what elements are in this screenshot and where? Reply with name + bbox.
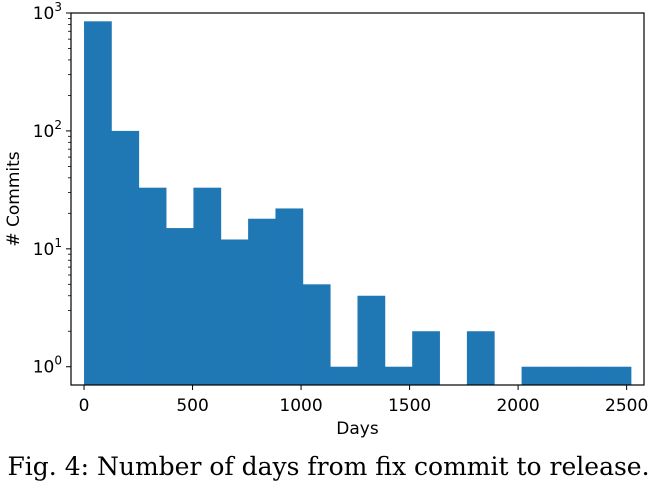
- y-axis-label: # Commits: [4, 151, 24, 246]
- histogram-bar-5: [220, 239, 249, 385]
- plot-frame: [70, 12, 645, 386]
- x-tick-label: 1000: [279, 396, 322, 416]
- histogram-bar-8: [302, 284, 331, 385]
- figure-caption: Fig. 4: Number of days from fix commit t…: [7, 452, 650, 481]
- histogram-bar-2: [138, 187, 167, 385]
- histogram-bar-16: [521, 366, 550, 385]
- x-axis-label: Days: [336, 419, 379, 439]
- histogram-bar-18: [576, 366, 605, 385]
- x-tick-label: 2500: [605, 396, 648, 416]
- histogram-bar-17: [548, 366, 577, 385]
- x-tick-label: 2000: [496, 396, 539, 416]
- histogram-bar-1: [111, 130, 140, 385]
- x-tick-label: 0: [79, 396, 90, 416]
- histogram-bar-7: [275, 208, 304, 385]
- histogram-bar-4: [193, 187, 222, 385]
- histogram-bar-12: [412, 331, 440, 385]
- y-tick-label: 102: [33, 118, 62, 142]
- y-axis-ticks: 100 101 102 103: [33, 0, 71, 378]
- histogram-bars: [84, 21, 632, 386]
- histogram-bar-10: [357, 295, 386, 385]
- histogram-bar-14: [466, 331, 495, 385]
- y-tick-label: 101: [33, 236, 62, 260]
- histogram-bar-6: [248, 218, 276, 385]
- histogram-chart: 0 500 1000 1500 2000 2500 100 101 102 103 Days #…: [4, 0, 648, 439]
- x-axis-ticks: 0 500 1000 1500 2000 2500: [79, 385, 648, 416]
- histogram-bar-3: [166, 228, 194, 385]
- y-tick-label: 103: [33, 0, 62, 24]
- x-tick-label: 500: [176, 396, 208, 416]
- y-tick-label: 100: [33, 354, 62, 378]
- histogram-bar-0: [84, 21, 112, 386]
- histogram-bar-9: [330, 366, 358, 385]
- histogram-bar-19: [603, 366, 632, 385]
- histogram-bar-11: [384, 366, 413, 385]
- x-tick-label: 1500: [388, 396, 431, 416]
